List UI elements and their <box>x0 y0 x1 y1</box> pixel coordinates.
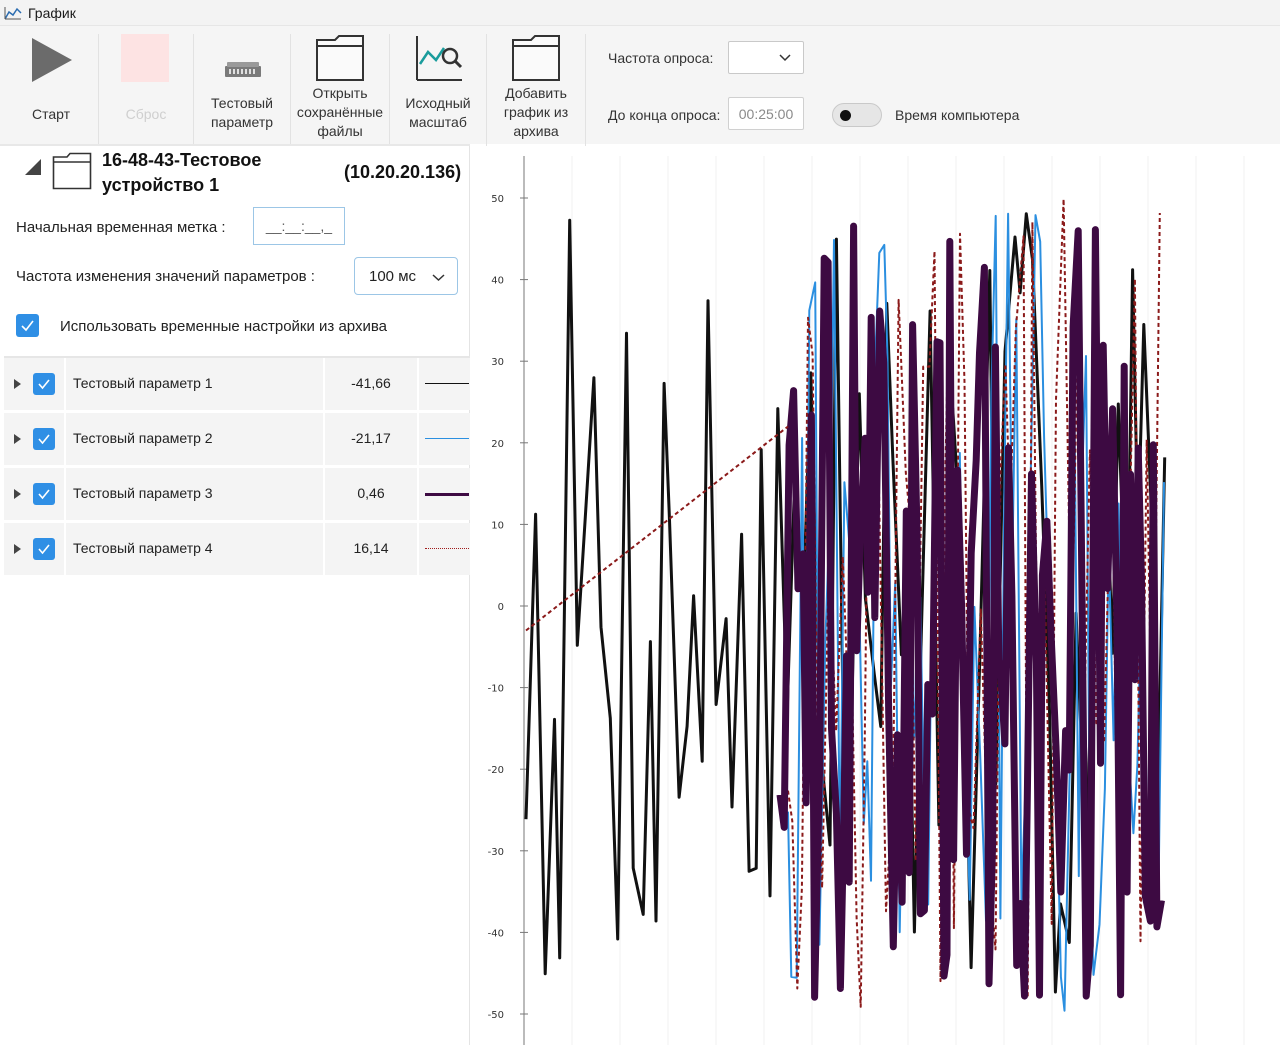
poll-rate-select[interactable] <box>728 41 804 74</box>
start-timestamp-input[interactable]: __:__:__,_ <box>253 207 345 245</box>
folder-icon <box>316 35 364 81</box>
y-tick-label: -10 <box>488 684 504 695</box>
poll-remaining-label: До конца опроса: <box>608 107 721 123</box>
parameter-legend-line <box>425 493 469 496</box>
stop-icon <box>121 34 169 82</box>
y-tick-label: -40 <box>488 928 504 939</box>
poll-rate-label: Частота опроса: <box>608 50 714 66</box>
open-saved-files-button[interactable]: Открыть сохранённые файлы <box>291 26 389 144</box>
poll-remaining-field[interactable]: 00:25:00 <box>728 97 804 130</box>
chevron-down-icon <box>432 274 445 282</box>
test-param-label: Тестовый параметр <box>210 95 274 130</box>
y-tick-label: 50 <box>491 194 504 205</box>
device-icon <box>225 62 261 77</box>
add-archive-chart-button[interactable]: Добавить график из архива <box>487 26 585 144</box>
archive-folder-icon <box>512 35 560 81</box>
parameter-name: Тестовый параметр 4 <box>73 540 213 556</box>
series-line-3[interactable] <box>776 222 1165 1001</box>
parameter-row[interactable]: Тестовый параметр 4 16,14 <box>4 523 470 575</box>
parameter-checkbox[interactable] <box>33 483 55 505</box>
rate-value: 100 мс <box>369 268 417 285</box>
chart-app-icon <box>4 6 22 19</box>
y-tick-label: 20 <box>491 439 504 450</box>
y-tick-label: 40 <box>491 276 504 287</box>
computer-time-toggle[interactable] <box>832 103 882 127</box>
title-bar: График <box>0 0 1280 26</box>
expand-arrow-icon[interactable] <box>13 433 22 445</box>
checkmark-icon <box>38 489 50 500</box>
y-tick-label: 0 <box>498 602 504 613</box>
open-saved-label: Открыть сохранённые файлы <box>296 85 384 139</box>
reset-button[interactable]: Сброс <box>99 26 193 144</box>
start-timestamp-label: Начальная временная метка : <box>16 219 226 236</box>
series-line-4-ramp[interactable] <box>525 425 789 632</box>
parameter-legend-line <box>425 383 469 384</box>
parameter-legend-line <box>425 548 469 549</box>
device-ip: (10.20.20.136) <box>344 162 462 182</box>
parameter-row[interactable]: Тестовый параметр 3 0,46 <box>4 468 470 520</box>
expand-arrow-icon[interactable] <box>13 488 22 500</box>
toolbar: Старт Сброс Тестовый параметр Открыть со… <box>0 26 1280 162</box>
parameter-checkbox[interactable] <box>33 538 55 560</box>
chevron-down-icon <box>779 54 791 62</box>
start-button[interactable]: Старт <box>4 26 98 144</box>
rate-label: Частота изменения значений параметров : <box>16 268 315 285</box>
parameter-legend-line <box>425 438 469 439</box>
test-param-button[interactable]: Тестовый параметр <box>194 26 290 144</box>
expand-arrow-icon[interactable] <box>13 543 22 555</box>
use-archive-label: Использовать временные настройки из архи… <box>60 318 387 335</box>
device-folder-icon <box>52 152 92 190</box>
series-line-1[interactable] <box>524 212 1167 994</box>
expand-arrow-icon[interactable] <box>13 378 22 390</box>
use-archive-checkbox[interactable] <box>16 314 39 337</box>
reset-label: Сброс <box>125 106 167 122</box>
parameter-name: Тестовый параметр 3 <box>73 485 213 501</box>
line-chart[interactable]: 50 40 30 20 10 0 -10 -20 -30 -40 -50 <box>472 146 1280 1045</box>
parameter-value: 16,14 <box>353 540 389 556</box>
parameter-value: -41,66 <box>351 375 391 391</box>
y-tick-label: -50 <box>488 1010 504 1021</box>
parameter-row[interactable]: Тестовый параметр 1 -41,66 <box>4 358 470 410</box>
chart-zoom-icon <box>416 36 463 81</box>
start-label: Старт <box>31 106 71 122</box>
collapse-triangle-icon[interactable] <box>24 158 42 176</box>
parameter-checkbox[interactable] <box>33 373 55 395</box>
checkmark-icon <box>21 320 34 332</box>
y-tick-label: -30 <box>488 847 504 858</box>
reset-zoom-label: Исходный масштаб <box>405 95 471 130</box>
add-archive-label: Добавить график из архива <box>503 85 569 139</box>
parameter-row[interactable]: Тестовый параметр 2 -21,17 <box>4 413 470 465</box>
parameter-value: 0,46 <box>357 485 385 501</box>
checkmark-icon <box>38 544 50 555</box>
toggle-knob <box>840 110 851 121</box>
play-icon <box>32 38 72 82</box>
computer-time-label: Время компьютера <box>895 107 1020 123</box>
parameter-list <box>4 356 470 358</box>
window-title: График <box>28 4 76 21</box>
y-tick-label: 30 <box>491 357 504 368</box>
checkmark-icon <box>38 434 50 445</box>
parameter-value: -21,17 <box>351 430 391 446</box>
reset-zoom-button[interactable]: Исходный масштаб <box>390 26 486 144</box>
chart-area[interactable]: 50 40 30 20 10 0 -10 -20 -30 -40 -50 <box>472 146 1280 1045</box>
parameter-checkbox[interactable] <box>33 428 55 450</box>
device-name: 16-48-43-Тестовое устройство 1 <box>102 150 262 195</box>
parameter-name: Тестовый параметр 1 <box>73 375 213 391</box>
rate-select[interactable]: 100 мс <box>354 257 458 295</box>
y-tick-label: 10 <box>491 520 504 531</box>
y-tick-label: -20 <box>488 765 504 776</box>
checkmark-icon <box>38 379 50 390</box>
parameter-name: Тестовый параметр 2 <box>73 430 213 446</box>
